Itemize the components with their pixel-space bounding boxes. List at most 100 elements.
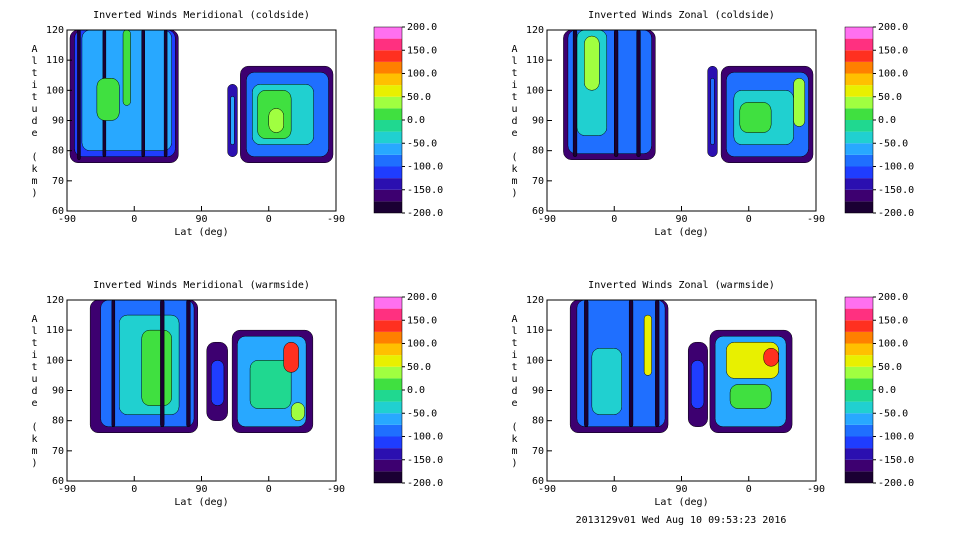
colorbar-band: [845, 401, 873, 414]
y-tick-label: 110: [526, 325, 544, 336]
contour-region: [210, 360, 225, 406]
colorbar-label: -50.0: [878, 138, 908, 149]
y-tick-label: 80: [532, 416, 544, 427]
y-tick-label: 120: [46, 25, 64, 36]
colorbar-label: 100.0: [878, 339, 908, 350]
colorbar-band: [845, 424, 873, 437]
contour-region: [591, 348, 622, 415]
colorbar-band: [374, 50, 402, 62]
colorbar-band: [374, 178, 402, 190]
contour-region: [186, 300, 191, 427]
contour-region: [160, 300, 165, 427]
colorbar-band: [374, 201, 402, 213]
colorbar-band: [374, 448, 402, 460]
colorbar-band: [374, 120, 402, 132]
contour-region: [111, 300, 116, 427]
contour-region: [584, 35, 600, 91]
y-tick-label: 120: [526, 295, 544, 306]
y-tick-label: 90: [52, 386, 64, 397]
colorbar-band: [845, 50, 873, 62]
colorbar-label: 150.0: [407, 45, 437, 56]
contour-region: [77, 30, 81, 160]
y-tick-label: 70: [52, 176, 64, 187]
colorbar-band: [374, 85, 402, 97]
colorbar-label: 0.0: [407, 385, 425, 396]
colorbar-label: 100.0: [407, 69, 437, 80]
contour-region: [230, 96, 235, 145]
contour-region: [141, 30, 145, 157]
colorbar-band: [845, 390, 873, 402]
panel-title: Inverted Winds Meridional (coldside): [93, 10, 310, 21]
colorbar-label: 50.0: [878, 92, 902, 103]
colorbar-band: [845, 343, 873, 356]
y-axis-label: Altitude (km): [509, 314, 520, 470]
colorbar-label: -150.0: [407, 185, 443, 196]
colorbar-label: 0.0: [407, 115, 425, 126]
colorbar-label: -50.0: [407, 138, 437, 149]
colorbar-label: 50.0: [407, 362, 431, 373]
contour-region: [572, 30, 578, 157]
contour-region: [614, 30, 619, 157]
contour-field: [69, 30, 334, 163]
colorbar-label: 200.0: [407, 292, 437, 303]
panel-title: Inverted Winds Zonal (coldside): [588, 10, 775, 21]
contour-region: [249, 360, 292, 409]
colorbar-band: [845, 178, 873, 190]
x-tick-label: 90: [675, 484, 687, 495]
y-tick-label: 110: [46, 55, 64, 66]
colorbar-band: [845, 73, 873, 86]
colorbar-band: [374, 471, 402, 483]
colorbar-label: 200.0: [878, 22, 908, 33]
colorbar-label: 200.0: [878, 292, 908, 303]
colorbar-label: -200.0: [878, 478, 914, 489]
colorbar-band: [374, 320, 402, 332]
y-axis-label: Altitude (km): [509, 44, 520, 200]
x-axis-label: Lat (deg): [654, 227, 708, 238]
colorbar-band: [845, 355, 873, 367]
y-tick-label: 90: [532, 386, 544, 397]
colorbar-band: [845, 413, 873, 425]
contour-region: [763, 348, 779, 367]
colorbar-band: [374, 297, 402, 309]
y-tick-label: 70: [52, 446, 64, 457]
x-axis-label: Lat (deg): [174, 497, 228, 508]
colorbar-band: [374, 166, 402, 179]
colorbar-label: 0.0: [878, 115, 896, 126]
contour-region: [739, 102, 772, 133]
x-tick-label: -90: [327, 484, 345, 495]
y-tick-label: 110: [46, 325, 64, 336]
colorbar-label: 100.0: [878, 69, 908, 80]
contour-region: [283, 341, 299, 373]
contour-field: [89, 300, 314, 433]
colorbar-label: -100.0: [407, 162, 443, 173]
colorbar-band: [374, 331, 402, 344]
colorbar-label: -200.0: [407, 208, 443, 219]
colorbar-label: 150.0: [878, 45, 908, 56]
contour-region: [628, 300, 634, 427]
colorbar-band: [374, 73, 402, 86]
colorbar-band: [845, 131, 873, 144]
y-tick-label: 60: [52, 206, 64, 217]
y-axis-label: Altitude (km): [29, 44, 40, 200]
contour-region: [793, 78, 806, 127]
x-tick-label: 0: [611, 484, 617, 495]
colorbar-band: [374, 61, 402, 74]
y-tick-label: 100: [526, 85, 544, 96]
colorbar-band: [845, 308, 873, 321]
colorbar-band: [374, 308, 402, 321]
colorbar-label: -150.0: [878, 185, 914, 196]
y-tick-label: 60: [52, 476, 64, 487]
contour-region: [122, 30, 131, 106]
x-tick-label: 0: [746, 484, 752, 495]
colorbar-band: [374, 413, 402, 425]
colorbar-band: [374, 436, 402, 449]
contour-field: [569, 300, 793, 433]
x-tick-label: 90: [195, 214, 207, 225]
x-tick-label: -90: [58, 484, 76, 495]
colorbar-band: [374, 154, 402, 167]
colorbar-band: [845, 201, 873, 213]
colorbar-band: [374, 366, 402, 379]
x-tick-label: -90: [58, 214, 76, 225]
y-tick-label: 80: [52, 416, 64, 427]
